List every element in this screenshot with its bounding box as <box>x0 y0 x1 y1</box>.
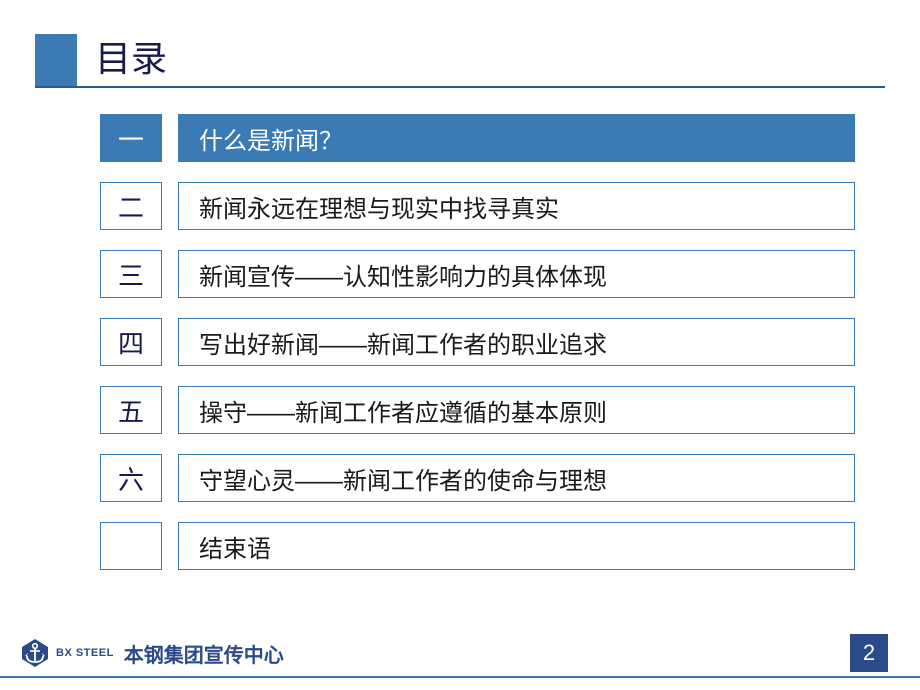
page-title: 目录 <box>95 30 167 86</box>
toc-item: 二 新闻永远在理想与现实中找寻真实 <box>100 182 855 230</box>
toc-number: 一 <box>100 114 162 162</box>
header-accent-block <box>35 34 77 86</box>
toc-label: 新闻永远在理想与现实中找寻真实 <box>178 182 855 230</box>
toc-number: 二 <box>100 182 162 230</box>
toc-list: 一 什么是新闻？ 二 新闻永远在理想与现实中找寻真实 三 新闻宣传——认知性影响… <box>100 114 855 570</box>
toc-label: 新闻宣传——认知性影响力的具体体现 <box>178 250 855 298</box>
toc-label: 守望心灵——新闻工作者的使命与理想 <box>178 454 855 502</box>
logo: BX STEEL <box>20 638 114 668</box>
toc-item: 一 什么是新闻？ <box>100 114 855 162</box>
slide-footer: BX STEEL 本钢集团宣传中心 2 <box>0 634 920 672</box>
anchor-icon <box>20 638 50 668</box>
footer-org-name: 本钢集团宣传中心 <box>124 639 284 668</box>
toc-item: 四 写出好新闻——新闻工作者的职业追求 <box>100 318 855 366</box>
toc-item: 五 操守——新闻工作者应遵循的基本原则 <box>100 386 855 434</box>
toc-number: 五 <box>100 386 162 434</box>
slide-header: 目录 <box>35 30 885 88</box>
logo-text: BX STEEL <box>56 647 114 659</box>
toc-number: 三 <box>100 250 162 298</box>
toc-item: 结束语 <box>100 522 855 570</box>
toc-label: 操守——新闻工作者应遵循的基本原则 <box>178 386 855 434</box>
toc-label: 什么是新闻？ <box>178 114 855 162</box>
toc-number: 六 <box>100 454 162 502</box>
toc-item: 六 守望心灵——新闻工作者的使命与理想 <box>100 454 855 502</box>
toc-number: 四 <box>100 318 162 366</box>
toc-item: 三 新闻宣传——认知性影响力的具体体现 <box>100 250 855 298</box>
slide: 目录 一 什么是新闻？ 二 新闻永远在理想与现实中找寻真实 三 新闻宣传——认知… <box>0 0 920 690</box>
footer-divider <box>0 676 920 678</box>
toc-label: 写出好新闻——新闻工作者的职业追求 <box>178 318 855 366</box>
toc-number <box>100 522 162 570</box>
toc-label: 结束语 <box>178 522 855 570</box>
page-number: 2 <box>850 634 888 672</box>
